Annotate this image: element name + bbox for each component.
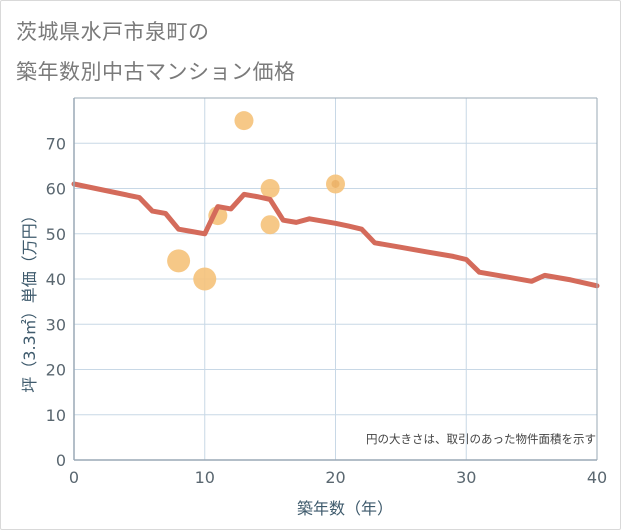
chart-title-line1: 茨城県水戸市泉町の [16,20,210,44]
x-tick-label-20: 20 [325,468,345,487]
y-tick-label-0: 0 [56,451,66,470]
y-tick-label-40: 40 [46,270,66,289]
y-tick-label-30: 30 [46,315,66,334]
x-tick-label-10: 10 [195,468,215,487]
data-point-7 [331,179,340,188]
y-tick-label-60: 60 [46,180,66,199]
x-tick-label-0: 0 [69,468,79,487]
x-axis-label: 築年数（年） [297,499,393,518]
y-tick-label-10: 10 [46,406,66,425]
data-point-3 [234,111,254,131]
data-point-4 [260,179,280,198]
x-tick-label-40: 40 [587,468,607,487]
y-tick-label-70: 70 [46,134,66,153]
y-tick-label-20: 20 [46,361,66,380]
size-legend-note: 円の大きさは、取引のあった物件面積を示す [366,432,596,446]
y-axis-label: 坪（3.3㎡）単価（万円） [20,207,39,392]
data-point-5 [260,215,280,235]
x-tick-label-30: 30 [456,468,476,487]
chart-title-line2: 築年数別中古マンション価格 [16,60,296,84]
y-tick-label-50: 50 [46,225,66,244]
trend-line [71,181,600,289]
data-point-1 [193,267,217,291]
data-point-0 [167,249,191,273]
